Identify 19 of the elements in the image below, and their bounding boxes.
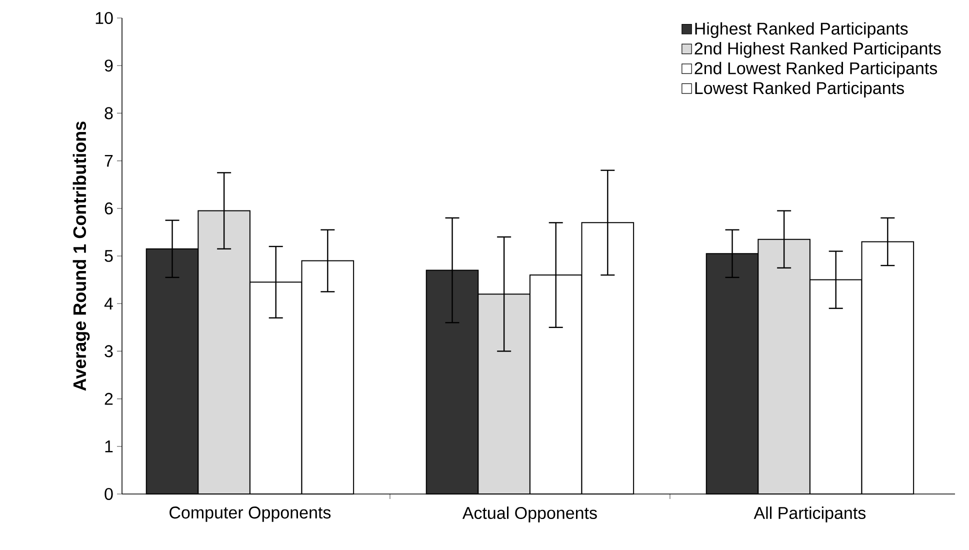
legend-label: Highest Ranked Participants [695, 22, 908, 38]
y-tick-label: 3 [104, 345, 113, 358]
y-tick-label: 9 [104, 60, 113, 72]
y-tick-label: 1 [105, 440, 113, 452]
y-tick-label: 2 [104, 392, 113, 405]
y-tick-label: 5 [104, 250, 113, 262]
legend-label: 2nd Highest Ranked Participants [694, 42, 941, 58]
x-tick-label: Actual Opponents [462, 506, 597, 522]
y-axis-title: Average Round 1 Contributions [72, 122, 90, 391]
y-tick-label: 10 [96, 12, 113, 24]
x-tick-label: All Participants [754, 506, 866, 522]
x-tick-label: Computer Opponents [170, 506, 331, 522]
y-tick-label: 4 [104, 298, 113, 310]
y-tick-label: 0 [104, 488, 113, 500]
y-tick-label: 6 [104, 202, 113, 214]
legend-label: 2nd Lowest Ranked Participants [694, 62, 938, 78]
legend-label: Lowest Ranked Participants [695, 82, 904, 98]
y-tick-label: 7 [104, 154, 113, 167]
y-tick-label: 8 [104, 107, 113, 120]
